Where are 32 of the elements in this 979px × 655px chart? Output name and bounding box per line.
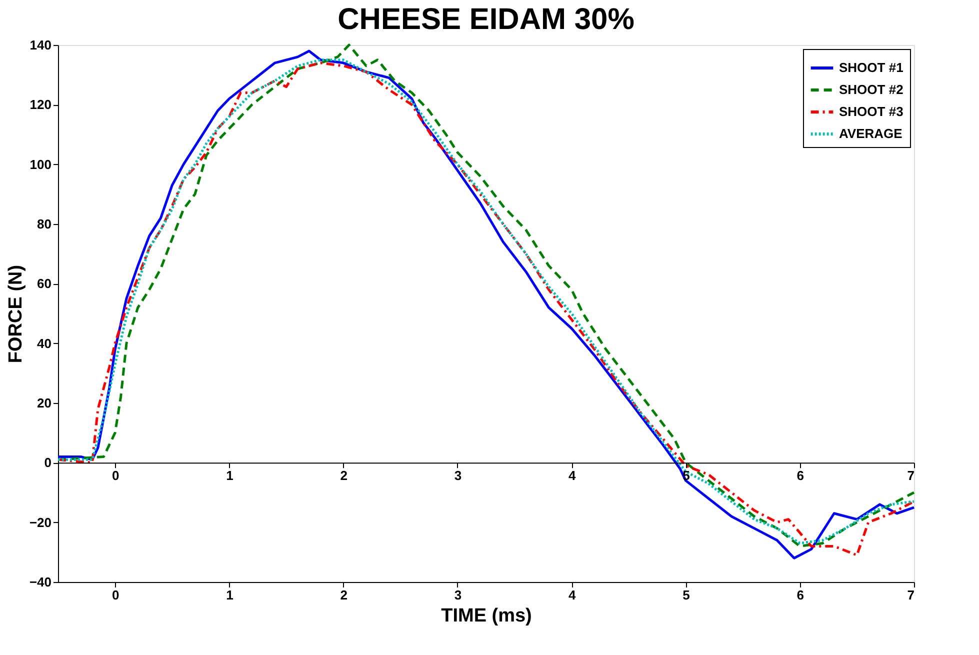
- legend-label: SHOOT #3: [839, 104, 904, 119]
- y-tick-label: −20: [29, 514, 52, 530]
- x2-tick-label: 1: [226, 468, 234, 484]
- x-tick-label: 7: [907, 588, 914, 602]
- x2-tick-label: 3: [454, 468, 462, 484]
- x-tick-label: 0: [112, 588, 120, 602]
- x-axis-title: TIME (ms): [441, 606, 532, 626]
- x-tick-label: 1: [226, 588, 234, 602]
- y-axis-title: FORCE (N): [5, 264, 26, 364]
- y-tick-label: 60: [37, 276, 52, 292]
- legend-label: SHOOT #2: [839, 82, 904, 97]
- y-tick-label: −40: [29, 574, 52, 590]
- chart-title: CHEESE EIDAM 30%: [338, 3, 634, 36]
- y-tick-label: 40: [37, 336, 52, 351]
- x2-tick-label: 4: [568, 468, 576, 484]
- x2-tick-label: 7: [907, 468, 914, 484]
- y-tick-label: 120: [30, 97, 52, 112]
- legend-label: AVERAGE: [839, 126, 903, 141]
- y-tick-label: 20: [37, 396, 52, 410]
- x-tick-label: 3: [454, 588, 462, 602]
- x-tick-label: 4: [568, 588, 576, 602]
- y-tick-label: 100: [30, 156, 52, 172]
- x2-tick-label: 2: [340, 468, 348, 484]
- x-tick-label: 2: [340, 588, 348, 602]
- x2-tick-label: 0: [112, 468, 120, 484]
- x-tick-label: 5: [682, 588, 690, 602]
- y-tick-label: 140: [30, 38, 52, 52]
- legend-label: SHOOT #1: [839, 60, 904, 75]
- y-tick-label: 80: [37, 216, 52, 232]
- x-tick-label: 6: [796, 588, 804, 602]
- y-tick-label: 0: [44, 455, 52, 470]
- x2-tick-label: 6: [796, 468, 804, 484]
